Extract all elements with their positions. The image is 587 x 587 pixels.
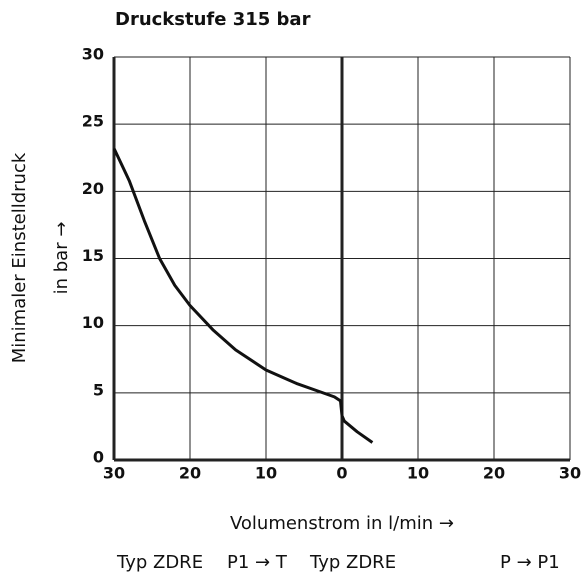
y-tick-label: 15 <box>82 246 104 265</box>
x-tick-label: 30 <box>559 464 581 483</box>
y-tick-label: 10 <box>82 313 104 332</box>
footer-label: P → P1 <box>500 552 560 573</box>
y-axis-label: Minimaler Einstelldruck <box>9 152 30 363</box>
footer-label: Typ ZDRE <box>309 552 396 573</box>
x-axis-label: Volumenstrom in l/min → <box>230 513 454 534</box>
footer-label: Typ ZDRE <box>116 552 203 573</box>
x-tick-label: 10 <box>407 464 429 483</box>
x-tick-label: 20 <box>483 464 505 483</box>
y-tick-label: 5 <box>93 380 104 399</box>
y-tick-label: 20 <box>82 179 104 198</box>
x-tick-label: 30 <box>103 464 125 483</box>
y-tick-label: 25 <box>82 112 104 131</box>
y-tick-label: 30 <box>82 45 104 64</box>
data-line <box>112 147 374 444</box>
chart-title: Druckstufe 315 bar <box>115 9 311 30</box>
x-tick-label: 20 <box>179 464 201 483</box>
y-tick-label: 0 <box>93 448 104 467</box>
footer-label: P1 → T <box>227 552 288 573</box>
x-tick-label: 10 <box>255 464 277 483</box>
x-tick-label: 0 <box>336 464 347 483</box>
y-axis-label: in bar → <box>51 222 72 295</box>
